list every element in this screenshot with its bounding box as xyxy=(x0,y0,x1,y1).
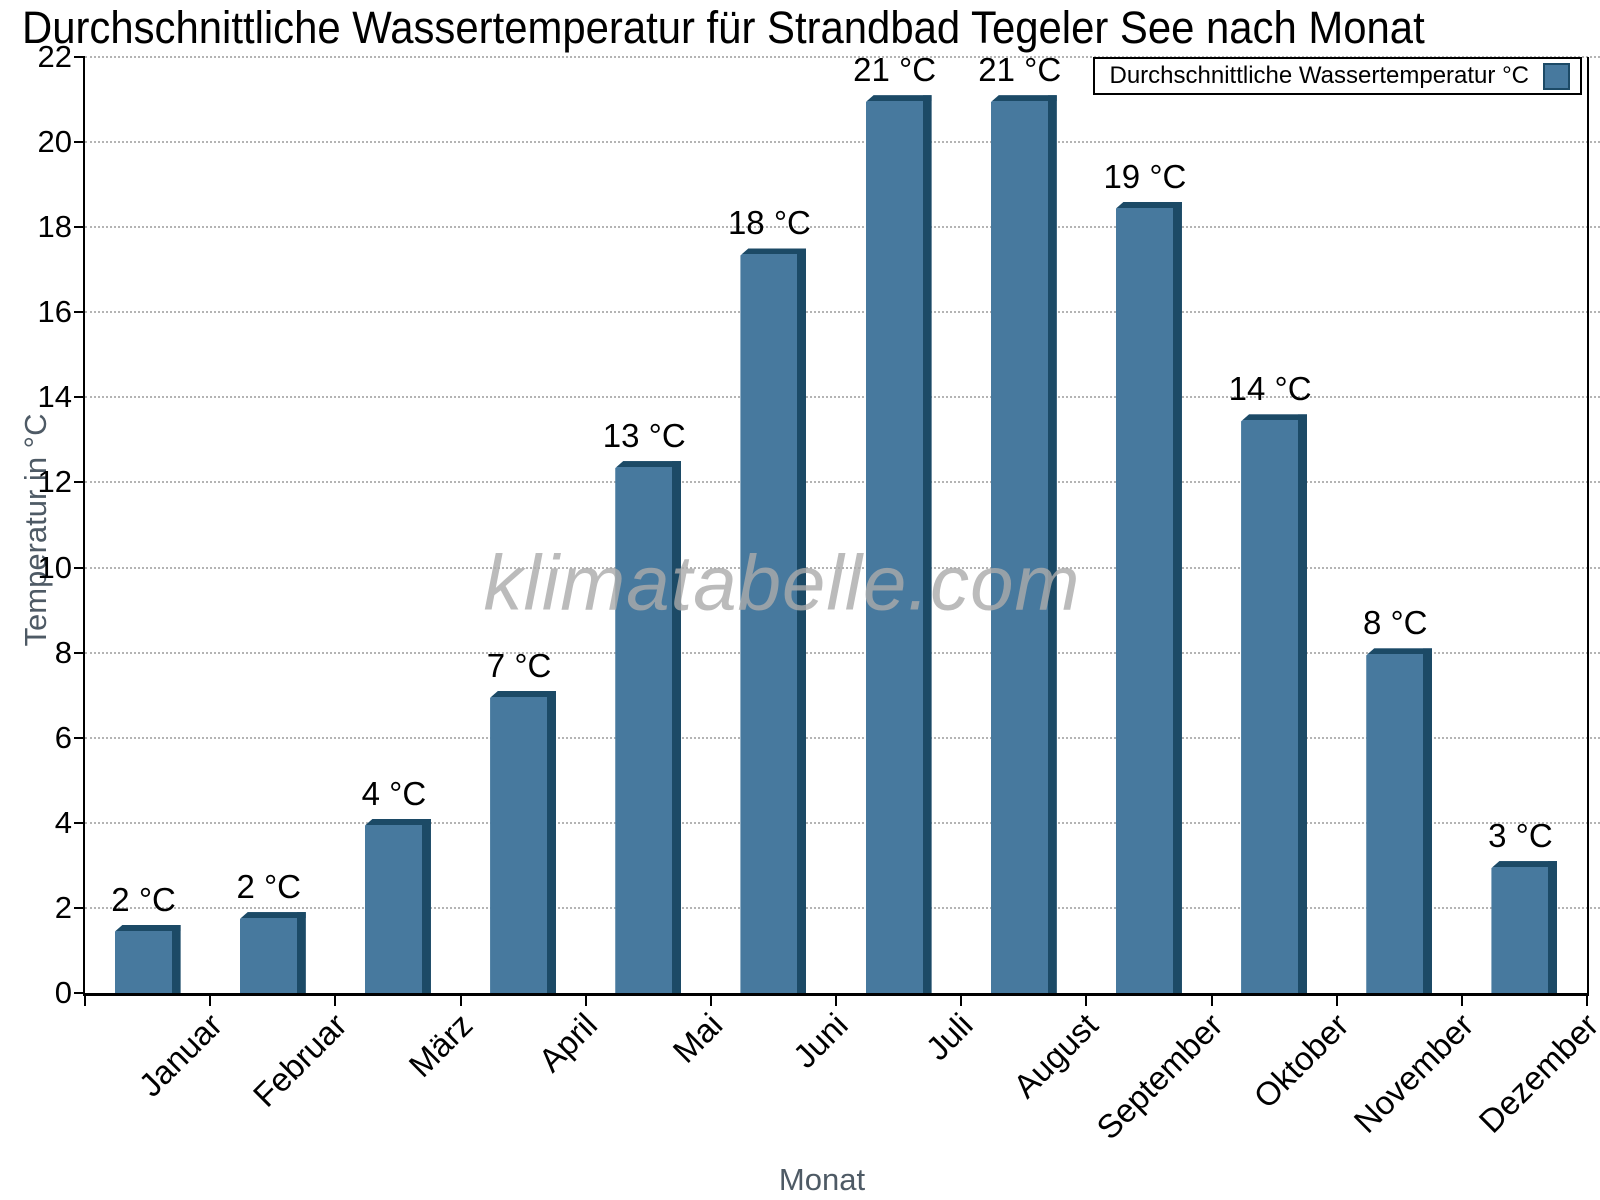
y-tick-label: 4 xyxy=(54,804,72,840)
y-tick-label: 0 xyxy=(54,975,72,1010)
bar-value-label: 21 °C xyxy=(853,51,937,89)
x-axis-tick xyxy=(960,993,963,1006)
x-axis-tick xyxy=(84,993,86,1006)
bar-april xyxy=(490,690,557,993)
y-tick-label: 14 xyxy=(37,379,72,415)
bar-value-label: 4 °C xyxy=(361,774,427,812)
y-gridline xyxy=(85,906,1600,909)
bar-juli xyxy=(865,95,932,993)
y-gridline xyxy=(85,736,1600,739)
bar-oktober xyxy=(1241,414,1308,993)
bar-august xyxy=(990,95,1057,993)
x-tick-label-dezember: Dezember xyxy=(1471,1006,1600,1140)
x-axis-tick xyxy=(1460,993,1463,1006)
y-tick-label: 20 xyxy=(37,124,72,160)
y-axis-tick xyxy=(74,396,85,399)
x-tick-label-april: April xyxy=(531,1006,605,1079)
bar-februar xyxy=(239,912,306,993)
y-gridline xyxy=(85,311,1600,314)
y-tick-label: 18 xyxy=(37,209,72,245)
y-gridline xyxy=(85,141,1600,144)
bar-mai xyxy=(615,461,682,993)
y-tick-label: 8 xyxy=(54,634,72,670)
x-axis-tick xyxy=(1586,993,1588,1006)
y-axis-tick xyxy=(74,56,85,58)
x-tick-label-juli: Juli xyxy=(918,1006,980,1068)
chart-title: Durchschnittliche Wassertemperatur für S… xyxy=(22,2,1425,53)
x-axis-tick xyxy=(835,993,837,1006)
y-tick-label: 12 xyxy=(37,464,72,500)
y-axis-tick xyxy=(74,736,85,739)
x-axis-tick xyxy=(334,993,337,1006)
x-axis-tick xyxy=(584,993,587,1006)
watermark: klimatabelle.com xyxy=(483,538,1081,627)
bar-märz xyxy=(364,818,431,993)
y-axis-title: Temperatur in °C xyxy=(18,413,53,647)
y-tick-label: 2 xyxy=(54,889,72,925)
bar-januar xyxy=(114,924,181,993)
x-tick-label-november: November xyxy=(1346,1006,1481,1140)
y-axis-tick xyxy=(74,651,85,654)
y-gridline xyxy=(85,56,1600,58)
x-axis-tick xyxy=(1210,993,1213,1006)
y-axis-tick xyxy=(74,481,85,484)
x-tick-label-mai: Mai xyxy=(665,1006,730,1070)
legend-swatch-icon xyxy=(1543,62,1570,90)
plot-right-border xyxy=(1587,57,1589,995)
x-tick-label-märz: März xyxy=(401,1006,480,1085)
x-tick-label-januar: Januar xyxy=(131,1006,229,1104)
x-tick-label-juni: Juni xyxy=(785,1006,855,1075)
y-axis-tick xyxy=(74,311,85,314)
bar-dezember xyxy=(1491,861,1558,993)
y-gridline xyxy=(85,226,1600,229)
x-tick-label-august: August xyxy=(1006,1006,1105,1105)
bar-value-label: 18 °C xyxy=(727,204,811,242)
y-axis-tick xyxy=(74,821,85,824)
y-gridline xyxy=(85,821,1600,824)
bar-value-label: 21 °C xyxy=(978,51,1062,89)
bar-value-label: 14 °C xyxy=(1228,370,1312,408)
y-axis-tick xyxy=(74,906,85,909)
bar-value-label: 2 °C xyxy=(111,880,176,918)
x-tick-label-februar: Februar xyxy=(246,1006,354,1114)
y-tick-label: 10 xyxy=(37,549,72,585)
y-tick-label: 16 xyxy=(37,294,72,330)
y-tick-label: 22 xyxy=(37,39,72,74)
legend: Durchschnittliche Wassertemperatur °C xyxy=(1093,57,1582,95)
y-gridline xyxy=(85,396,1600,399)
bar-value-label: 13 °C xyxy=(602,417,686,455)
y-axis-line xyxy=(83,57,85,995)
x-axis-tick xyxy=(1085,993,1088,1006)
bar-value-label: 3 °C xyxy=(1488,817,1553,855)
y-axis-tick xyxy=(74,141,85,144)
x-axis-title: Monat xyxy=(778,1162,866,1197)
bar-value-label: 7 °C xyxy=(486,646,552,684)
y-axis-tick xyxy=(74,566,85,569)
y-axis-tick xyxy=(74,226,85,229)
y-gridline xyxy=(85,481,1600,484)
x-tick-label-oktober: Oktober xyxy=(1246,1006,1356,1116)
y-axis-tick xyxy=(74,992,85,994)
bar-value-label: 8 °C xyxy=(1362,604,1428,642)
legend-label: Durchschnittliche Wassertemperatur °C xyxy=(1109,62,1529,89)
y-tick-label: 6 xyxy=(54,719,72,755)
bar-september xyxy=(1115,201,1182,993)
bar-juni xyxy=(740,248,807,993)
x-axis-line xyxy=(83,993,1589,996)
bar-value-label: 19 °C xyxy=(1103,157,1187,195)
y-gridline xyxy=(85,566,1600,569)
x-axis-tick xyxy=(1335,993,1338,1006)
x-axis-tick xyxy=(459,993,462,1006)
x-axis-tick xyxy=(709,993,712,1006)
bar-november xyxy=(1366,648,1433,993)
y-gridline xyxy=(85,651,1600,654)
x-tick-label-september: September xyxy=(1089,1006,1231,1147)
x-axis-tick xyxy=(209,993,212,1006)
bar-value-label: 2 °C xyxy=(236,868,302,906)
